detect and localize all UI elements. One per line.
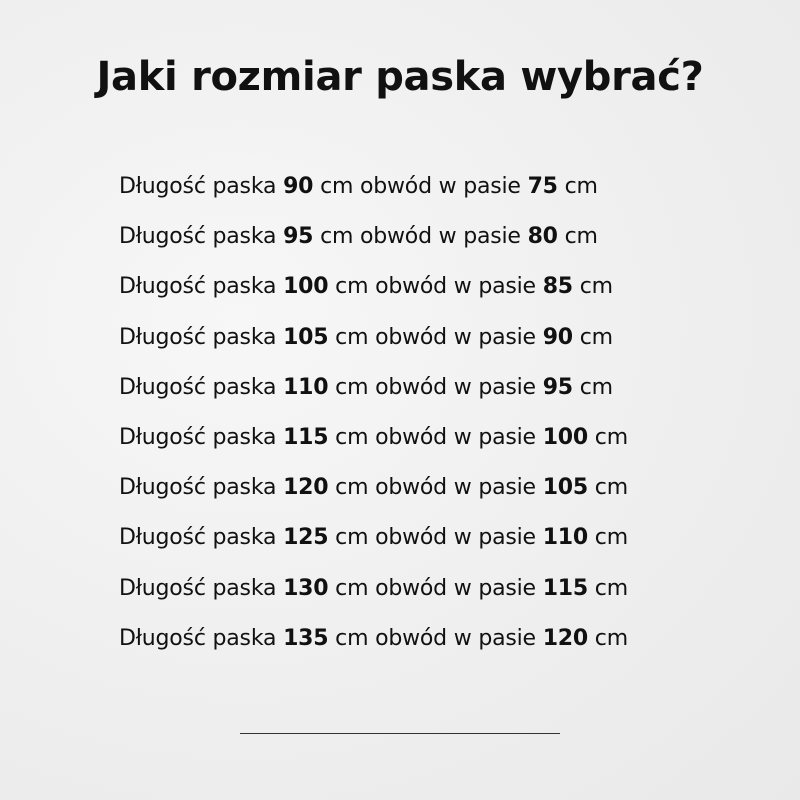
row-suffix: cm (572, 274, 613, 300)
size-row: Długość paska 90 cm obwód w pasie 75 cm (119, 170, 628, 220)
waist-size: 90 (542, 324, 573, 350)
row-suffix: cm (588, 525, 628, 551)
row-middle: cm obwód w pasie (328, 575, 543, 601)
row-suffix: cm (588, 475, 628, 501)
row-prefix: Długość paska (119, 525, 284, 551)
belt-length: 95 (283, 224, 314, 250)
waist-size: 105 (542, 475, 589, 501)
waist-size: 95 (542, 374, 573, 400)
row-prefix: Długość paska (119, 324, 284, 350)
row-suffix: cm (572, 374, 613, 400)
size-row: Długość paska 95 cm obwód w pasie 80 cm (119, 220, 628, 270)
belt-length: 130 (283, 575, 329, 601)
waist-size: 115 (542, 575, 589, 601)
row-prefix: Długość paska (119, 424, 284, 450)
belt-length: 100 (283, 274, 329, 300)
divider (240, 733, 560, 734)
row-prefix: Długość paska (119, 575, 284, 601)
row-suffix: cm (588, 575, 628, 601)
row-prefix: Długość paska (119, 374, 284, 400)
page-title: Jaki rozmiar paska wybrać? (96, 54, 704, 100)
size-row: Długość paska 100 cm obwód w pasie 85 cm (119, 270, 628, 320)
size-row: Długość paska 110 cm obwód w pasie 95 cm (119, 371, 628, 421)
row-middle: cm obwód w pasie (328, 374, 543, 400)
belt-length: 105 (283, 324, 329, 350)
row-prefix: Długość paska (119, 174, 284, 199)
belt-length: 90 (283, 174, 314, 199)
size-row: Długość paska 105 cm obwód w pasie 90 cm (119, 321, 628, 371)
row-middle: cm obwód w pasie (328, 424, 543, 450)
row-suffix: cm (588, 424, 628, 450)
row-middle: cm obwód w pasie (328, 525, 543, 551)
waist-size: 120 (542, 625, 589, 651)
row-middle: cm obwód w pasie (328, 475, 543, 501)
size-table: Długość paska 90 cm obwód w pasie 75 cm D… (119, 170, 628, 672)
size-row: Długość paska 115 cm obwód w pasie 100 c… (119, 421, 628, 471)
belt-length: 125 (283, 525, 329, 551)
belt-length: 115 (283, 424, 329, 450)
waist-size: 100 (542, 424, 589, 450)
waist-size: 80 (527, 224, 558, 250)
row-middle: cm obwód w pasie (328, 324, 543, 350)
row-middle: cm obwód w pasie (328, 274, 543, 300)
size-row: Długość paska 125 cm obwód w pasie 110 c… (119, 521, 628, 571)
size-row: Długość paska 130 cm obwód w pasie 115 c… (119, 572, 628, 622)
size-row: Długość paska 135 cm obwód w pasie 120 c… (119, 622, 628, 672)
waist-size: 75 (527, 174, 558, 199)
row-suffix: cm (557, 224, 598, 250)
belt-length: 110 (283, 374, 329, 400)
row-suffix: cm (572, 324, 613, 350)
belt-length: 120 (283, 475, 329, 501)
waist-size: 110 (542, 525, 589, 551)
waist-size: 85 (542, 274, 573, 300)
row-middle: cm obwód w pasie (313, 224, 528, 250)
row-prefix: Długość paska (119, 224, 284, 250)
row-middle: cm obwód w pasie (313, 174, 528, 199)
belt-length: 135 (283, 625, 329, 651)
row-prefix: Długość paska (119, 475, 284, 501)
row-prefix: Długość paska (119, 625, 284, 651)
row-suffix: cm (557, 174, 598, 199)
size-row: Długość paska 120 cm obwód w pasie 105 c… (119, 471, 628, 521)
row-suffix: cm (588, 625, 628, 651)
row-prefix: Długość paska (119, 274, 284, 300)
row-middle: cm obwód w pasie (328, 625, 543, 651)
